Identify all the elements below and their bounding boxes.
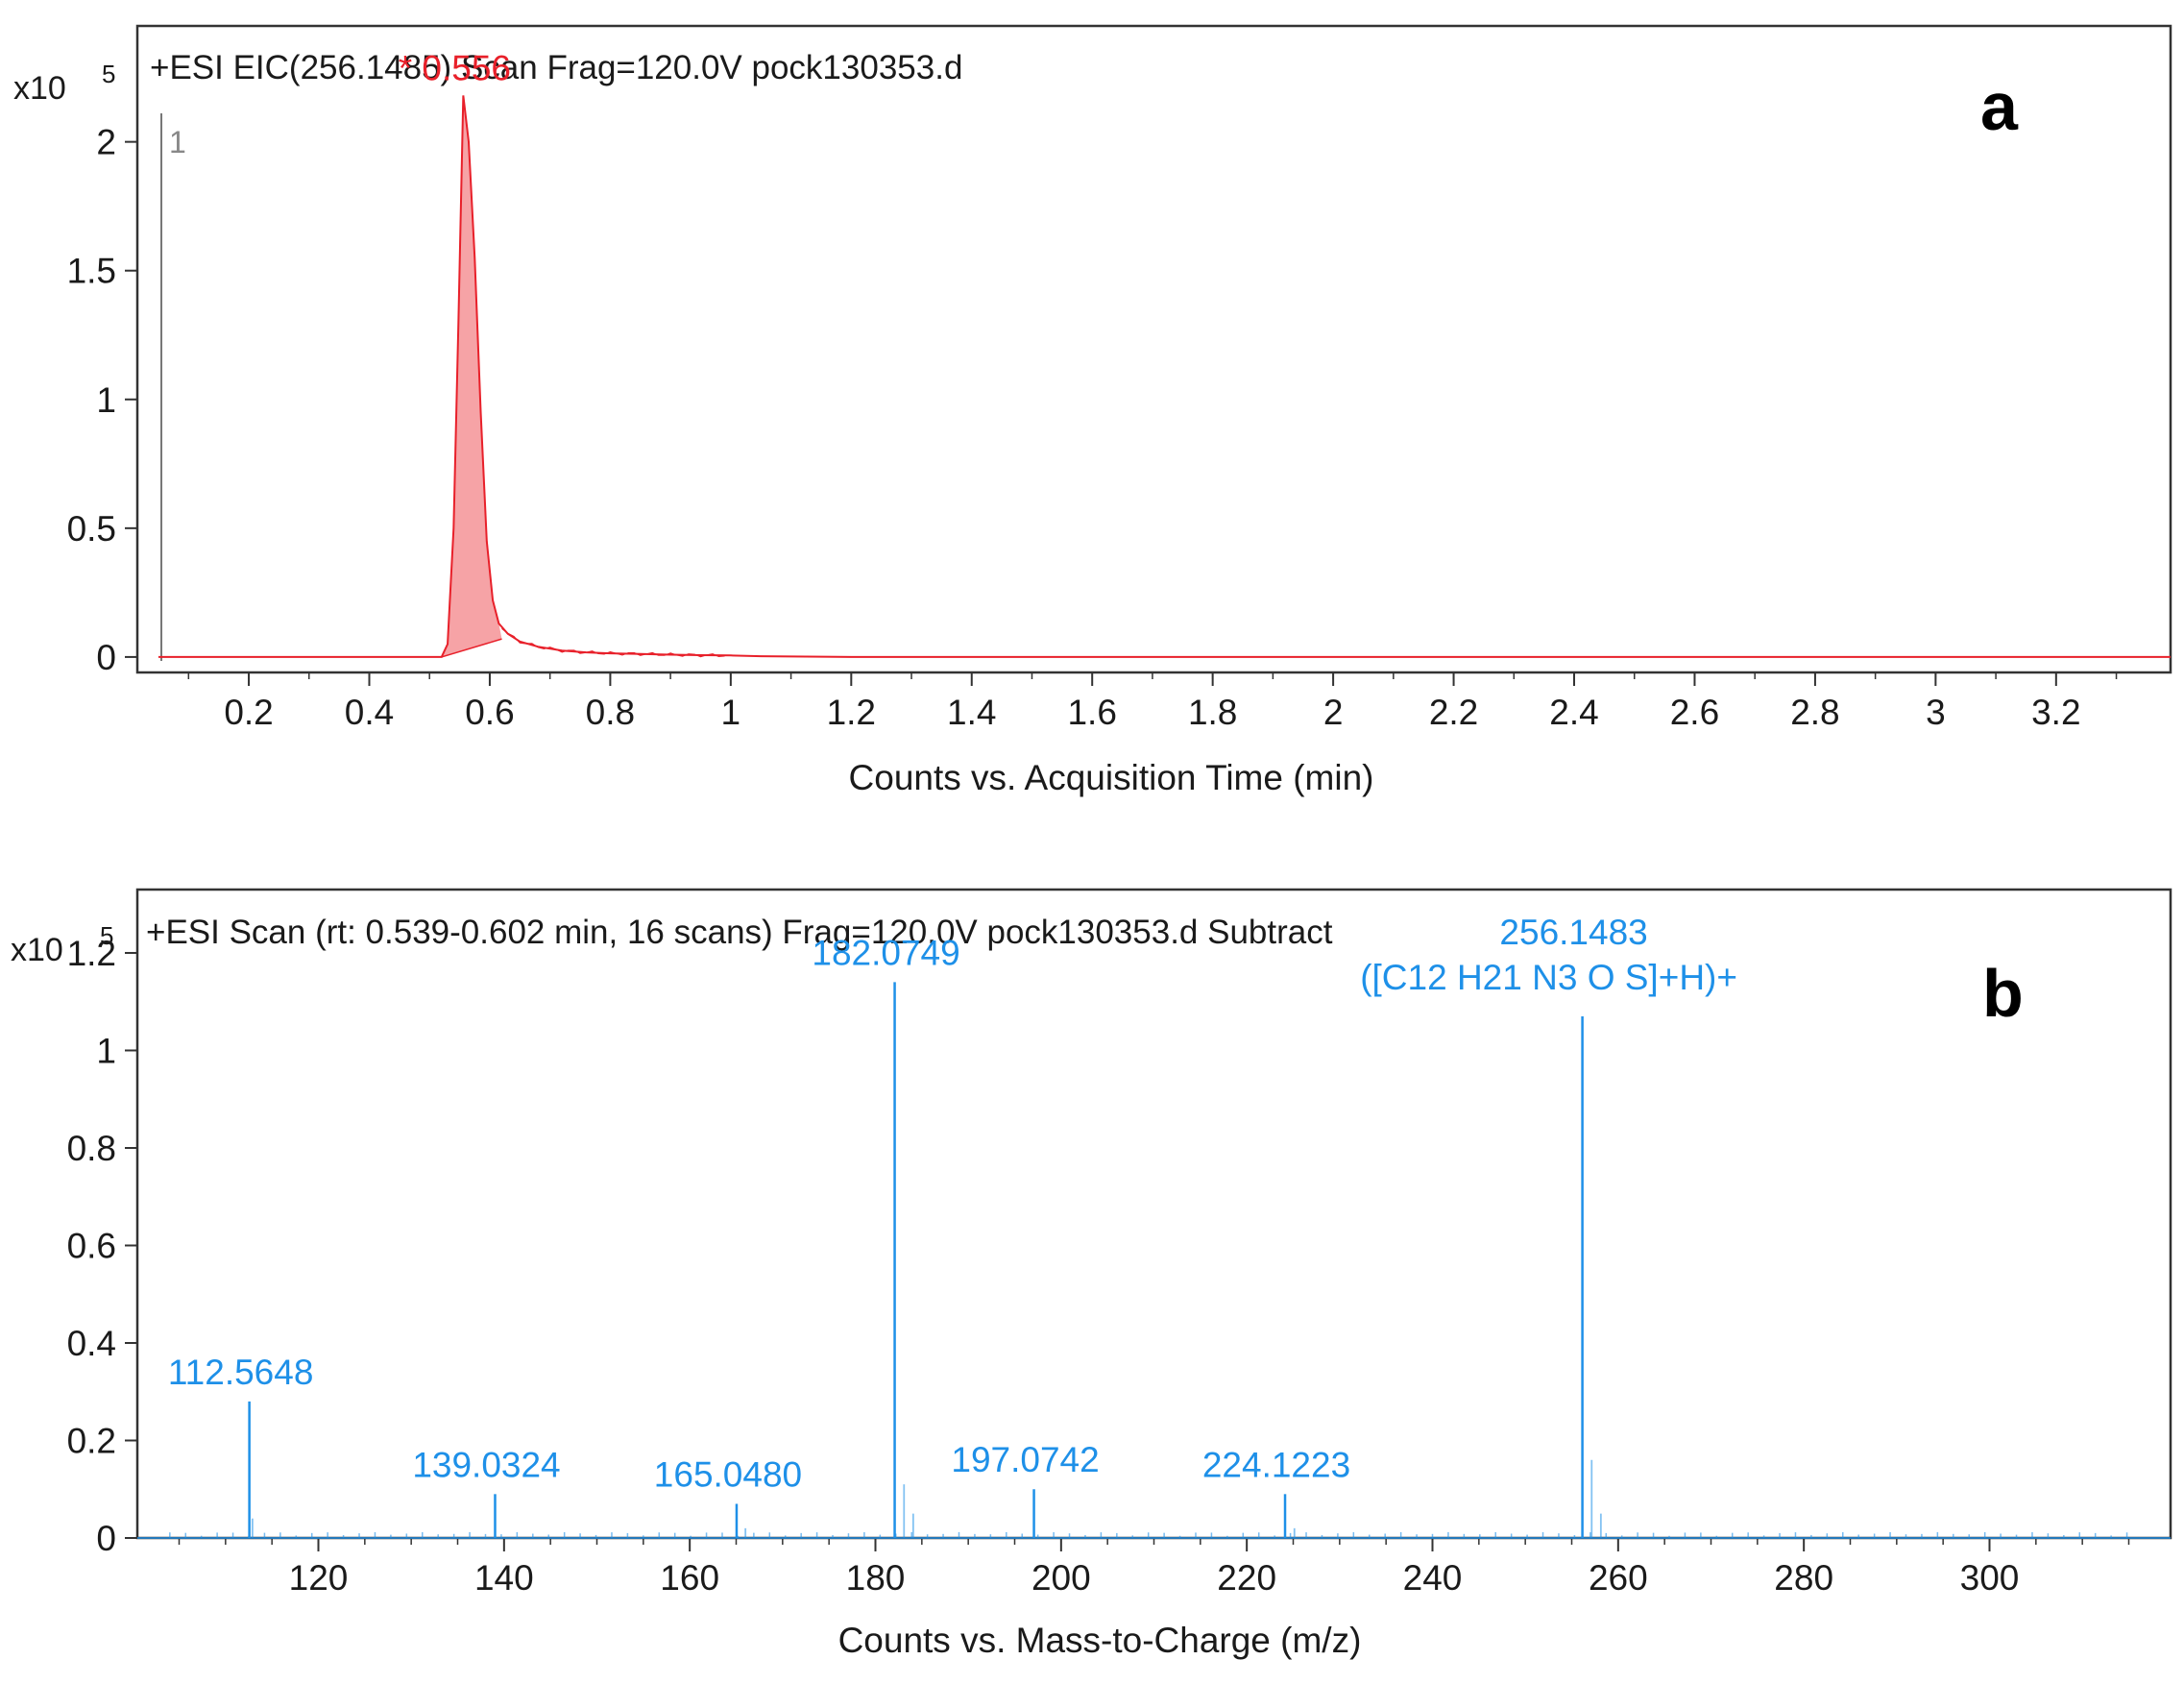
y-tick-label-b: 1 bbox=[96, 1031, 116, 1070]
x-tick-label-b: 120 bbox=[289, 1558, 349, 1598]
x-tick-label-b: 260 bbox=[1589, 1558, 1648, 1598]
x-tick-label-a: 1 bbox=[721, 693, 741, 732]
peak-label: 139.0324 bbox=[412, 1445, 560, 1484]
trace-number-label: 1 bbox=[169, 125, 186, 159]
plot-frame-a bbox=[135, 24, 2172, 674]
x-tick-label-a: 1.6 bbox=[1067, 693, 1116, 732]
plot-area-a: * 0.556 bbox=[158, 48, 2171, 658]
y-tick-label-a: 1 bbox=[96, 380, 116, 420]
peak-label: 224.1223 bbox=[1202, 1445, 1350, 1484]
peak-label: 165.0480 bbox=[654, 1454, 802, 1494]
y-axis-a: 0 0.5 1 1.5 2 bbox=[67, 123, 137, 677]
peak-label: 256.1483 bbox=[1499, 913, 1647, 952]
x-axis-b: 120 140 160 180 200 220 240 260 280 300 bbox=[178, 1538, 2130, 1598]
peak-annotation-a: * 0.556 bbox=[399, 48, 511, 87]
x-axis-title-b: Counts vs. Mass-to-Charge (m/z) bbox=[838, 1621, 1362, 1660]
y-tick-label-a: 0 bbox=[96, 638, 116, 677]
panel-label-a: a bbox=[1980, 69, 2019, 144]
x-tick-label-b: 180 bbox=[846, 1558, 906, 1598]
y-tick-label-b: 0.8 bbox=[67, 1129, 116, 1168]
chart-b-y-exponent: 5 bbox=[100, 921, 113, 950]
y-tick-label-b: 1.2 bbox=[67, 934, 116, 973]
y-axis-b: 0 0.2 0.4 0.6 0.8 1 1.2 bbox=[67, 934, 137, 1558]
y-tick-label-b: 0 bbox=[96, 1519, 116, 1558]
plot-area-b: 112.5648 139.0324 165.0480 182.0749 197.0742… bbox=[137, 913, 2171, 1539]
x-axis-a: 0.2 0.4 0.6 0.8 1 1.2 1.4 1.6 1.8 2 2.2 2.4 2.6 2.8 3 3… bbox=[187, 672, 2118, 732]
x-tick-label-a: 2.2 bbox=[1429, 693, 1478, 732]
x-tick-label-b: 240 bbox=[1403, 1558, 1463, 1598]
x-tick-label-a: 2.6 bbox=[1670, 693, 1719, 732]
y-tick-label-b: 0.2 bbox=[67, 1421, 116, 1460]
x-tick-label-a: 1.8 bbox=[1188, 693, 1237, 732]
peak-formula-label: ([C12 H21 N3 O S]+H)+ bbox=[1360, 958, 1737, 997]
y-tick-label-b: 0.6 bbox=[67, 1226, 116, 1265]
y-tick-label-a: 1.5 bbox=[67, 252, 116, 291]
chart-panel-a: +ESI EIC(256.1485) Scan Frag=120.0V pock… bbox=[13, 24, 2172, 797]
chart-panel-b: +ESI Scan (rt: 0.539-0.602 min, 16 scans… bbox=[11, 888, 2172, 1660]
x-tick-label-b: 280 bbox=[1774, 1558, 1833, 1598]
x-tick-label-a: 0.8 bbox=[586, 693, 635, 732]
x-tick-label-b: 160 bbox=[660, 1558, 719, 1598]
y-tick-label-b: 0.4 bbox=[67, 1324, 116, 1363]
x-tick-label-a: 0.6 bbox=[465, 693, 514, 732]
integrated-peak-area bbox=[441, 95, 502, 657]
x-axis-title-a: Counts vs. Acquisition Time (min) bbox=[849, 758, 1374, 797]
x-tick-label-a: 3.2 bbox=[2031, 693, 2080, 732]
chart-a-y-multiplier: x10 bbox=[13, 70, 66, 107]
x-tick-label-a: 0.2 bbox=[224, 693, 273, 732]
x-tick-label-a: 2.4 bbox=[1549, 693, 1598, 732]
peak-label: 182.0749 bbox=[812, 933, 959, 972]
y-tick-label-a: 0.5 bbox=[67, 509, 116, 549]
peak-label: 112.5648 bbox=[168, 1353, 314, 1392]
x-tick-label-a: 2 bbox=[1323, 693, 1344, 732]
eic-tail-noise bbox=[501, 627, 725, 658]
x-tick-label-b: 140 bbox=[474, 1558, 534, 1598]
chart-a-title: +ESI EIC(256.1485) Scan Frag=120.0V pock… bbox=[150, 49, 962, 86]
x-tick-label-b: 220 bbox=[1217, 1558, 1276, 1598]
integration-baseline bbox=[441, 638, 502, 658]
x-tick-label-a: 1.2 bbox=[827, 693, 876, 732]
chart-b-y-multiplier: x10 bbox=[11, 932, 63, 968]
x-tick-label-a: 3 bbox=[1926, 693, 1946, 732]
chart-a-y-exponent: 5 bbox=[102, 60, 115, 88]
panel-label-b: b bbox=[1982, 956, 2024, 1031]
y-tick-label-a: 2 bbox=[96, 123, 116, 162]
x-tick-label-b: 300 bbox=[1960, 1558, 2020, 1598]
x-tick-label-b: 200 bbox=[1031, 1558, 1091, 1598]
chart-b-title: +ESI Scan (rt: 0.539-0.602 min, 16 scans… bbox=[146, 914, 1333, 951]
plot-frame-b bbox=[135, 888, 2172, 1540]
peak-label: 197.0742 bbox=[951, 1440, 1099, 1479]
x-tick-label-a: 2.8 bbox=[1790, 693, 1839, 732]
x-tick-label-a: 1.4 bbox=[947, 693, 996, 732]
x-tick-label-a: 0.4 bbox=[345, 693, 394, 732]
